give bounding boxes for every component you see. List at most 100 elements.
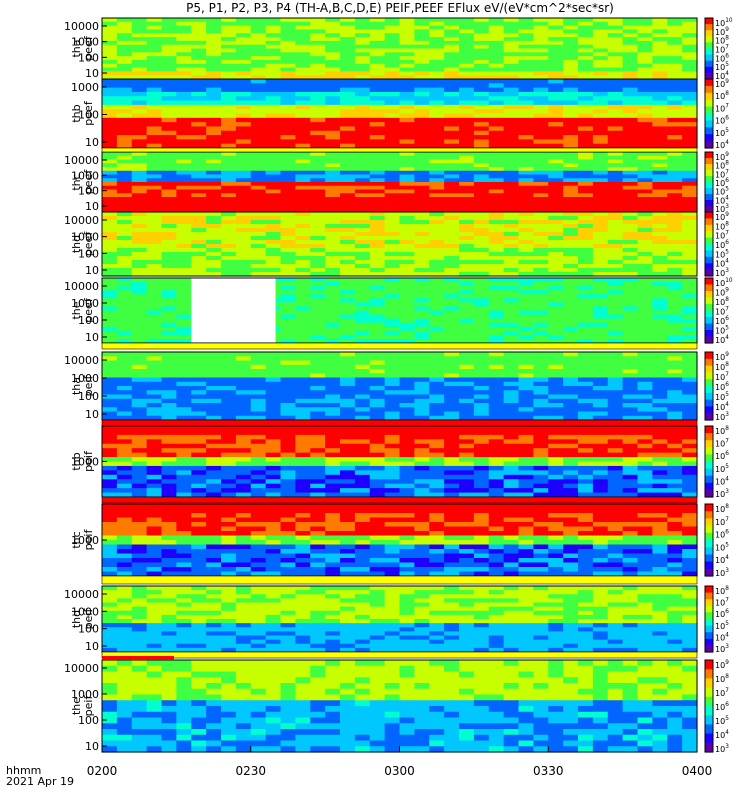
spectrogram-cell xyxy=(533,457,548,462)
spectrogram-cell xyxy=(533,220,548,225)
spectrogram-cell xyxy=(370,382,385,387)
spectrogram-cell xyxy=(444,216,459,221)
spectrogram-cell xyxy=(147,126,162,131)
spectrogram-cell xyxy=(504,453,519,458)
spectrogram-cell xyxy=(638,68,653,72)
spectrogram-cell xyxy=(221,26,236,30)
spectrogram-cell xyxy=(385,212,400,217)
spectrogram-cell xyxy=(474,29,489,33)
spectrogram-cell xyxy=(429,369,444,374)
spectrogram-cell xyxy=(667,248,682,253)
spectrogram-cell xyxy=(355,444,370,449)
spectrogram-cell xyxy=(548,64,563,68)
spectrogram-cell xyxy=(206,256,221,261)
spectrogram-cell xyxy=(682,470,697,475)
spectrogram-cell xyxy=(682,201,697,205)
spectrogram-cell xyxy=(162,45,177,49)
spectrogram-cell xyxy=(281,390,296,395)
spectrogram-cell xyxy=(281,435,296,440)
spectrogram-cell xyxy=(281,260,296,265)
spectrogram-cell xyxy=(489,193,504,197)
spectrogram-cell xyxy=(176,382,191,387)
spectrogram-cell xyxy=(147,369,162,374)
spectrogram-cell xyxy=(162,290,177,295)
spectrogram-cell xyxy=(281,531,296,536)
spectrogram-cell xyxy=(667,382,682,387)
spectrogram-cell xyxy=(400,186,415,190)
spectrogram-cell xyxy=(385,282,400,287)
spectrogram-cell xyxy=(221,352,236,357)
spectrogram-cell xyxy=(266,45,281,49)
spectrogram-cell xyxy=(608,60,623,64)
spectrogram-cell xyxy=(340,228,355,233)
spectrogram-cell xyxy=(385,386,400,391)
spectrogram-cell xyxy=(489,365,504,370)
spectrogram-cell xyxy=(667,126,682,131)
spectrogram-cell xyxy=(370,311,385,316)
spectrogram-cell xyxy=(340,109,355,114)
colorbar-segment xyxy=(705,317,713,324)
spectrogram-cell xyxy=(489,430,504,435)
spectrogram-cell xyxy=(310,545,325,550)
spectrogram-cell xyxy=(162,37,177,41)
spectrogram-cell xyxy=(638,475,653,480)
spectrogram-cell xyxy=(281,135,296,140)
spectrogram-cell xyxy=(281,323,296,328)
spectrogram-cell xyxy=(251,216,266,221)
spectrogram-cell xyxy=(147,64,162,68)
spectrogram-cell xyxy=(638,240,653,245)
spectrogram-cell xyxy=(191,92,206,97)
spectrogram-cell xyxy=(266,475,281,480)
spectrogram-cell xyxy=(414,193,429,197)
spectrogram-cell xyxy=(504,462,519,467)
spectrogram-cell xyxy=(429,444,444,449)
spectrogram-cell xyxy=(474,479,489,484)
spectrogram-cell xyxy=(414,96,429,101)
spectrogram-cell xyxy=(504,426,519,431)
spectrogram-cell xyxy=(608,114,623,119)
spectrogram-cell xyxy=(638,37,653,41)
spectrogram-cell xyxy=(370,373,385,378)
spectrogram-cell xyxy=(459,403,474,408)
spectrogram-cell xyxy=(370,294,385,299)
spectrogram-cell xyxy=(325,52,340,56)
spectrogram-cell xyxy=(206,563,221,568)
spectrogram-cell xyxy=(474,197,489,201)
spectrogram-cell xyxy=(132,126,147,131)
spectrogram-cell xyxy=(117,139,132,144)
spectrogram-cell xyxy=(266,205,281,209)
spectrogram-cell xyxy=(117,453,132,458)
spectrogram-cell xyxy=(147,216,162,221)
spectrogram-cell xyxy=(176,60,191,64)
spectrogram-cell xyxy=(310,122,325,127)
spectrogram-cell xyxy=(191,352,206,357)
spectrogram-cell xyxy=(414,244,429,249)
spectrogram-cell xyxy=(385,216,400,221)
spectrogram-cell xyxy=(667,114,682,119)
spectrogram-cell xyxy=(578,373,593,378)
spectrogram-cell xyxy=(638,435,653,440)
spectrogram-cell xyxy=(385,484,400,489)
spectrogram-cell xyxy=(117,60,132,64)
spectrogram-cell xyxy=(504,369,519,374)
spectrogram-cell xyxy=(608,41,623,45)
spectrogram-cell xyxy=(176,335,191,340)
spectrogram-cell xyxy=(608,282,623,287)
spectrogram-cell xyxy=(444,335,459,340)
spectrogram-cell xyxy=(162,126,177,131)
spectrogram-cell xyxy=(489,264,504,269)
spectrogram-cell xyxy=(623,126,638,131)
spectrogram-cell xyxy=(652,256,667,261)
spectrogram-cell xyxy=(310,228,325,233)
spectrogram-cell xyxy=(132,197,147,201)
spectrogram-cell xyxy=(295,479,310,484)
spectrogram-cell xyxy=(444,139,459,144)
spectrogram-cell xyxy=(236,513,251,518)
spectrogram-cell xyxy=(102,549,117,554)
spectrogram-cell xyxy=(429,236,444,241)
spectrogram-cell xyxy=(236,356,251,361)
spectrogram-cell xyxy=(102,545,117,550)
spectrogram-cell xyxy=(221,101,236,106)
spectrogram-cell xyxy=(251,536,266,541)
spectrogram-cell xyxy=(281,167,296,171)
